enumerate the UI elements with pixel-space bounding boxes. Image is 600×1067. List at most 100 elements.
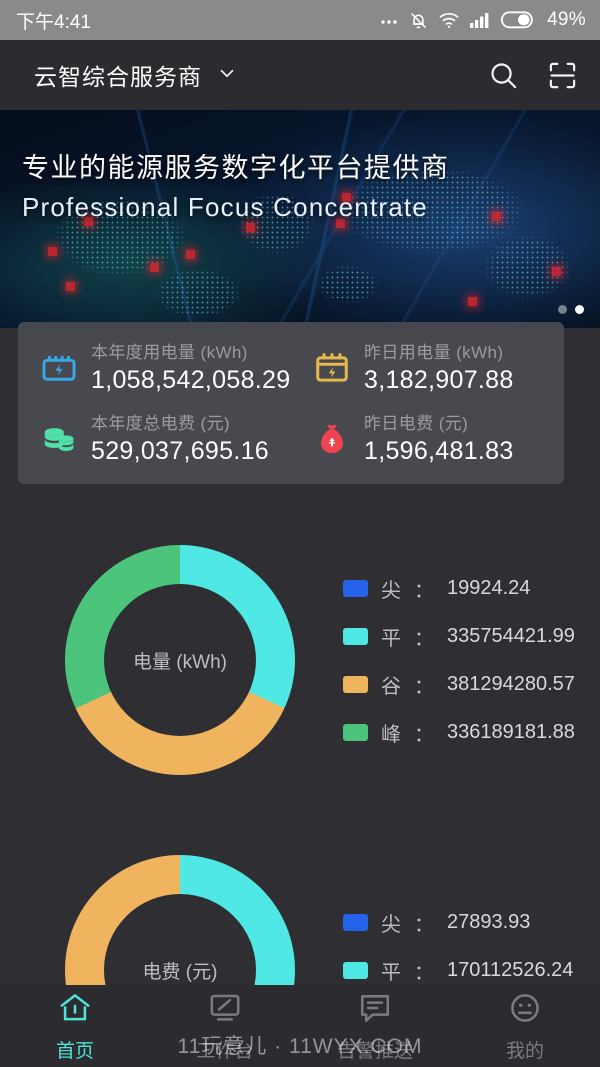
- monitor-icon: [207, 990, 243, 1031]
- search-icon[interactable]: [488, 60, 519, 91]
- legend-label: 谷: [381, 675, 401, 698]
- banner-hotspot: [246, 223, 255, 233]
- stat-item-annual-usage[interactable]: 本年度用电量 (kWh) 1,058,542,058.29: [18, 338, 291, 395]
- nav-item-home[interactable]: 首页: [0, 985, 150, 1067]
- status-time: 下午4:41: [16, 11, 91, 33]
- stat-label: 本年度总电费 (元): [91, 414, 231, 433]
- legend-label: 平: [381, 627, 401, 650]
- battery-icon: [501, 11, 535, 29]
- stat-value: 1,596,481.83: [364, 437, 514, 465]
- page-title: 云智综合服务商: [34, 64, 202, 90]
- org-selector[interactable]: 云智综合服务商: [34, 58, 238, 92]
- status-bar: 下午4:41: [0, 0, 600, 40]
- stat-item-annual-cost[interactable]: 本年度总电费 (元) 529,037,695.16: [18, 409, 291, 466]
- legend-label: 峰: [381, 723, 401, 746]
- banner-hotspot: [468, 297, 477, 307]
- legend-swatch: [343, 913, 368, 931]
- banner-hotspot: [66, 282, 75, 292]
- status-icons: 49%: [379, 9, 586, 31]
- legend-item[interactable]: 尖 ： 27893.93: [343, 908, 573, 937]
- stat-label: 本年度用电量 (kWh): [91, 343, 248, 362]
- nav-item-workbench[interactable]: 工作台: [150, 985, 300, 1067]
- banner-hotspot: [552, 266, 561, 276]
- legend-value: 27893.93: [447, 910, 531, 933]
- more-icon: [379, 10, 399, 30]
- carousel-dot[interactable]: [558, 305, 567, 314]
- donut-center-label: 电量 (kWh): [133, 651, 227, 673]
- carousel-dot-active[interactable]: [575, 305, 584, 314]
- nav-label: 工作台: [196, 1040, 254, 1062]
- home-icon: [57, 990, 93, 1031]
- user-icon: [507, 990, 543, 1031]
- banner-hotspot: [336, 219, 345, 228]
- legend-label: 尖: [381, 913, 401, 936]
- donut-center-label: 电费 (元): [142, 961, 218, 983]
- header-actions: [488, 60, 578, 91]
- banner-hotspot: [342, 192, 351, 202]
- legend-item[interactable]: 平 ： 170112526.24: [343, 956, 573, 985]
- message-icon: [357, 990, 393, 1031]
- money-bag-icon: [313, 421, 351, 466]
- donut-center: 电量 (kWh): [104, 584, 256, 736]
- legend-swatch: [343, 961, 368, 979]
- bottom-nav: 首页 工作台 告警推送 我的: [0, 985, 600, 1067]
- banner-hotspot: [492, 212, 501, 222]
- legend-value: 381294280.57: [447, 672, 575, 695]
- legend-label: 尖: [381, 579, 401, 602]
- chart-legend-electricity: 尖 ： 19924.24 平 ： 335754421.99 谷 ： 381294…: [343, 574, 575, 747]
- banner-hotspot: [186, 249, 195, 259]
- battery-percent: 49%: [547, 9, 586, 30]
- legend-value: 19924.24: [447, 576, 531, 599]
- nav-label: 首页: [55, 1040, 94, 1062]
- legend-item[interactable]: 谷 ： 381294280.57: [343, 670, 575, 699]
- bell-muted-icon: [408, 10, 429, 31]
- legend-colon: ：: [414, 961, 434, 984]
- nav-label: 告警推送: [336, 1040, 413, 1062]
- legend-swatch: [343, 723, 368, 741]
- legend-value: 336189181.88: [447, 720, 575, 743]
- nav-item-alerts[interactable]: 告警推送: [300, 985, 450, 1067]
- stat-label: 昨日用电量 (kWh): [364, 343, 504, 362]
- banner-title-en: Professional Focus Concentrate: [22, 192, 428, 222]
- nav-label: 我的: [505, 1040, 544, 1062]
- stat-value: 529,037,695.16: [91, 437, 269, 465]
- banner-hotspot: [150, 262, 159, 272]
- stat-value: 3,182,907.88: [364, 366, 514, 394]
- legend-colon: ：: [414, 675, 434, 698]
- legend-colon: ：: [414, 913, 434, 936]
- legend-value: 170112526.24: [447, 958, 574, 981]
- stat-item-yesterday-usage[interactable]: 昨日用电量 (kWh) 3,182,907.88: [291, 338, 564, 395]
- banner-title-cn: 专业的能源服务数字化平台提供商: [22, 153, 450, 183]
- stat-label: 昨日电费 (元): [364, 414, 469, 433]
- battery-bolt-icon: [40, 350, 78, 395]
- legend-item[interactable]: 峰 ： 336189181.88: [343, 718, 575, 747]
- legend-colon: ：: [414, 579, 434, 602]
- stat-item-yesterday-cost[interactable]: 昨日电费 (元) 1,596,481.83: [291, 409, 564, 466]
- coins-icon: [40, 421, 78, 466]
- banner-hotspot: [84, 216, 93, 226]
- calendar-bolt-icon: [313, 350, 351, 395]
- banner-text: 专业的能源服务数字化平台提供商 Professional Focus Conce…: [22, 146, 450, 223]
- app-header: 云智综合服务商: [0, 40, 600, 110]
- legend-colon: ：: [414, 627, 434, 650]
- nav-item-profile[interactable]: 我的: [450, 985, 600, 1067]
- legend-item[interactable]: 尖 ： 19924.24: [343, 574, 575, 603]
- legend-label: 平: [381, 961, 401, 984]
- summary-stats-card: 本年度用电量 (kWh) 1,058,542,058.29 昨日用电量 (kWh…: [18, 322, 564, 484]
- banner-hotspot: [48, 247, 57, 257]
- legend-swatch: [343, 675, 368, 693]
- legend-swatch: [343, 627, 368, 645]
- scan-icon[interactable]: [547, 60, 578, 91]
- legend-item[interactable]: 平 ： 335754421.99: [343, 622, 575, 651]
- chevron-down-icon[interactable]: [216, 62, 238, 89]
- hero-banner[interactable]: 专业的能源服务数字化平台提供商 Professional Focus Conce…: [0, 110, 600, 328]
- chart-section-electricity: 电量 (kWh) 尖 ： 19924.24 平 ： 335754421.99 谷…: [0, 545, 600, 775]
- legend-colon: ：: [414, 723, 434, 746]
- donut-chart-electricity[interactable]: 电量 (kWh): [65, 545, 295, 775]
- carousel-dots[interactable]: [558, 305, 584, 314]
- stat-value: 1,058,542,058.29: [91, 366, 291, 394]
- legend-swatch: [343, 579, 368, 597]
- legend-value: 335754421.99: [447, 624, 575, 647]
- wifi-icon: [438, 11, 460, 29]
